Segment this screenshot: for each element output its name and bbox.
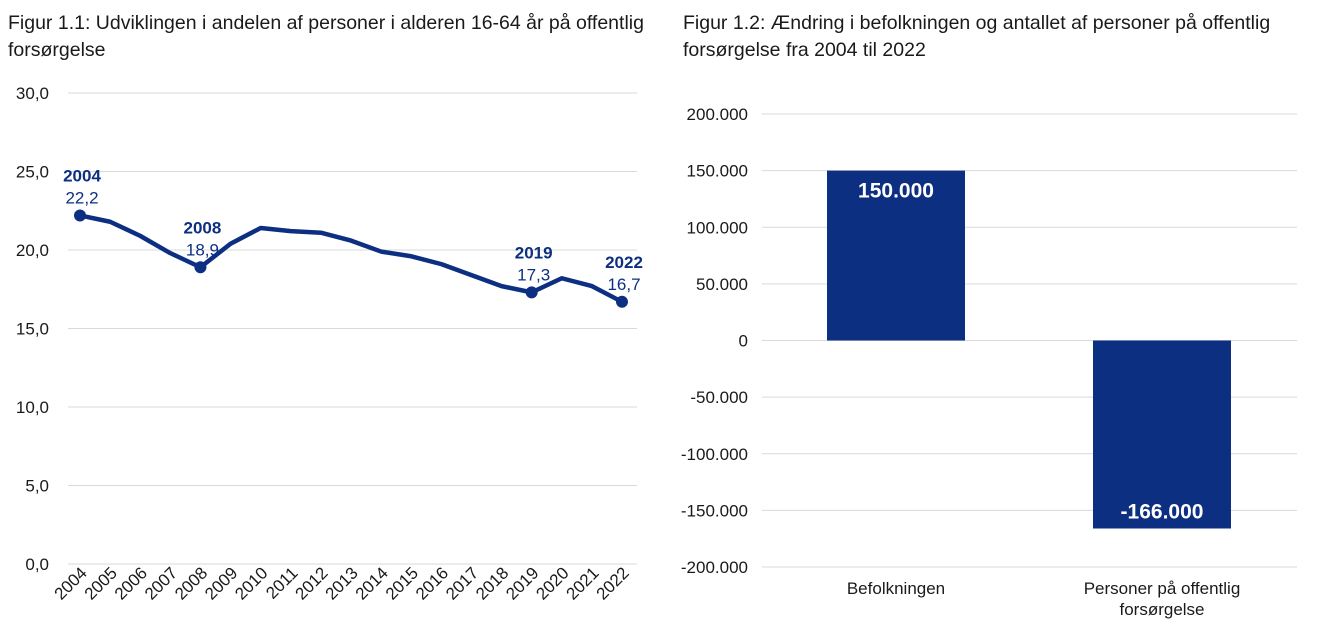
y-tick-label: 0,0 — [25, 555, 49, 574]
annotation-value: 17,3 — [517, 265, 550, 284]
category-label: Personer på offentlig — [1084, 579, 1241, 598]
annotation-value: 16,7 — [607, 275, 640, 294]
y-tick-label: 30,0 — [16, 84, 49, 103]
category-label: forsørgelse — [1119, 600, 1204, 619]
bar-data-label: 150.000 — [858, 180, 934, 203]
y-tick-label: 20,0 — [16, 241, 49, 260]
annotation-year: 2019 — [515, 243, 553, 262]
y-tick-label: 0 — [739, 332, 748, 351]
annotation-year: 2004 — [63, 166, 101, 185]
chart2-title: Figur 1.2: Ændring i befolkningen og ant… — [683, 12, 1271, 61]
y-tick-label: -150.000 — [681, 501, 748, 520]
bar — [827, 170, 965, 341]
line-chart: 0,05,010,015,020,025,030,020042005200620… — [16, 84, 643, 604]
data-point-marker — [525, 286, 538, 299]
y-tick-label: 50.000 — [696, 275, 748, 294]
chart1-title: Figur 1.1: Udviklingen i andelen af pers… — [8, 12, 644, 61]
y-tick-label: 15,0 — [16, 320, 49, 339]
bar — [1093, 340, 1231, 529]
y-tick-label: -50.000 — [690, 388, 748, 407]
data-point-marker — [74, 209, 86, 222]
bar-data-label: -166.000 — [1121, 500, 1204, 523]
annotation-year: 2008 — [184, 218, 222, 237]
annotation-year: 2022 — [605, 253, 643, 272]
annotation-value: 18,9 — [186, 240, 219, 259]
y-tick-label: 5,0 — [25, 477, 49, 496]
y-tick-label: 150.000 — [687, 162, 748, 181]
y-tick-label: 200.000 — [687, 105, 748, 124]
data-point-marker — [194, 261, 207, 274]
data-point-marker — [616, 295, 628, 308]
y-tick-label: 100.000 — [687, 218, 748, 237]
category-label: Befolkningen — [847, 579, 945, 598]
y-tick-label: -200.000 — [681, 558, 748, 577]
annotation-value: 22,2 — [65, 188, 98, 207]
y-tick-label: -100.000 — [681, 445, 748, 464]
y-tick-label: 10,0 — [16, 398, 49, 417]
y-tick-label: 25,0 — [16, 163, 49, 182]
